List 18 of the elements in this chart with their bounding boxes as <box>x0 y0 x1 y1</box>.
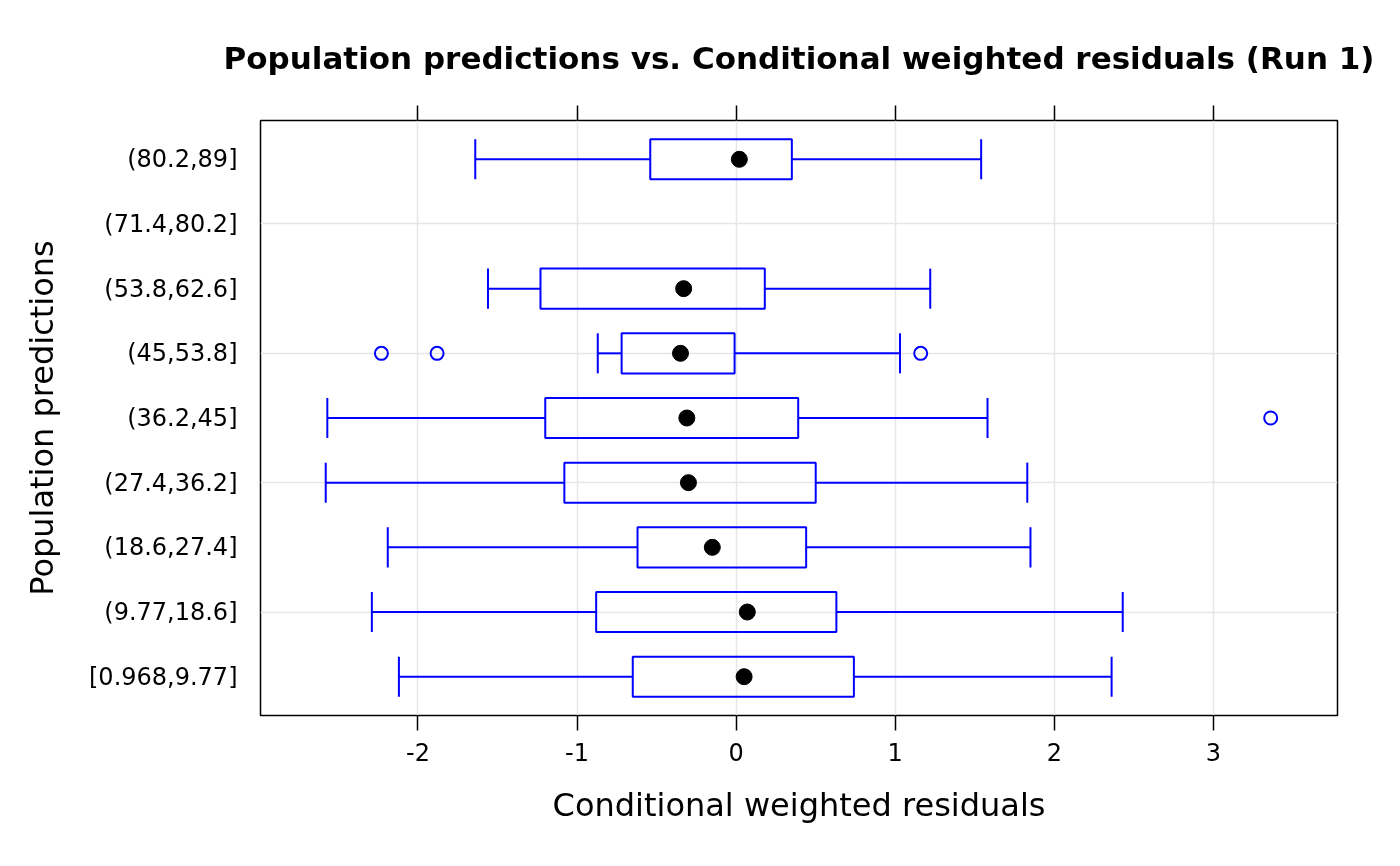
x-tick-label: 2 <box>1046 738 1062 767</box>
chart-title: Population predictions vs. Conditional weighted residuals (Run 1) <box>223 39 1375 76</box>
y-tick-label: (80.2,89] <box>127 145 238 174</box>
y-tick-label: (53.8,62.6] <box>104 274 238 303</box>
x-tick-label: -2 <box>406 738 430 767</box>
x-tick-label: 0 <box>728 738 744 767</box>
y-tick-label: (36.2,45] <box>127 404 238 432</box>
y-tick-label: (71.4,80.2] <box>104 209 238 238</box>
x-axis-title: Conditional weighted residuals <box>552 785 1046 824</box>
x-tick-label: 1 <box>887 738 903 767</box>
x-tick-label: -1 <box>565 738 590 767</box>
y-tick-label: [0.968,9.77] <box>89 662 238 691</box>
y-tick-label: (18.6,27.4] <box>104 533 238 562</box>
y-tick-label: (27.4,36.2] <box>104 468 238 497</box>
y-tick-label: (45,53.8] <box>127 339 238 368</box>
y-tick-label: (9.77,18.6] <box>104 598 238 627</box>
x-tick-label: 3 <box>1205 738 1222 767</box>
y-axis-title: Population predictions <box>23 240 61 596</box>
